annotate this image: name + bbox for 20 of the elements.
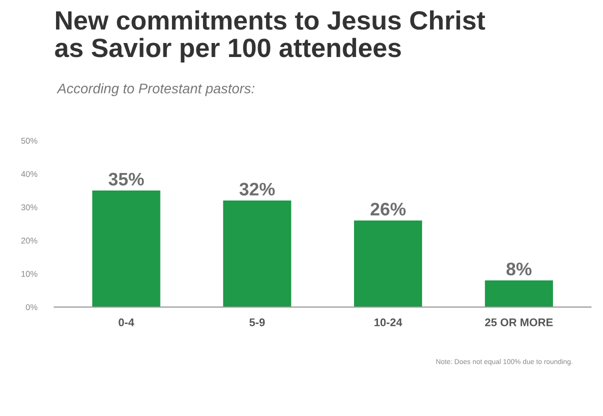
y-tick-label: 0% (26, 304, 38, 310)
data-label: 26% (370, 202, 406, 216)
x-tick-label: 5-9 (249, 318, 265, 326)
bar (92, 190, 160, 308)
x-tick-label: 25 OR MORE (485, 318, 553, 326)
y-tick-label: 30% (21, 204, 38, 210)
y-tick-label: 10% (22, 270, 38, 277)
data-label: 32% (240, 182, 275, 196)
chart-subtitle: According to Protestant pastors: (56, 83, 254, 96)
x-tick-label: 0-4 (118, 318, 134, 326)
data-label: 35% (108, 172, 144, 186)
y-tick-label: 20% (21, 238, 38, 244)
bar (223, 200, 292, 308)
y-tick-label: 50% (21, 138, 38, 144)
data-label: 8% (506, 262, 532, 276)
bar (484, 280, 553, 308)
bar (354, 220, 422, 308)
chart-title: New commitments to Jesus Christ as Savior per 100 attendees (55, 10, 486, 62)
x-tick-label: 10-24 (374, 318, 402, 326)
y-tick-label: 40% (21, 171, 38, 177)
